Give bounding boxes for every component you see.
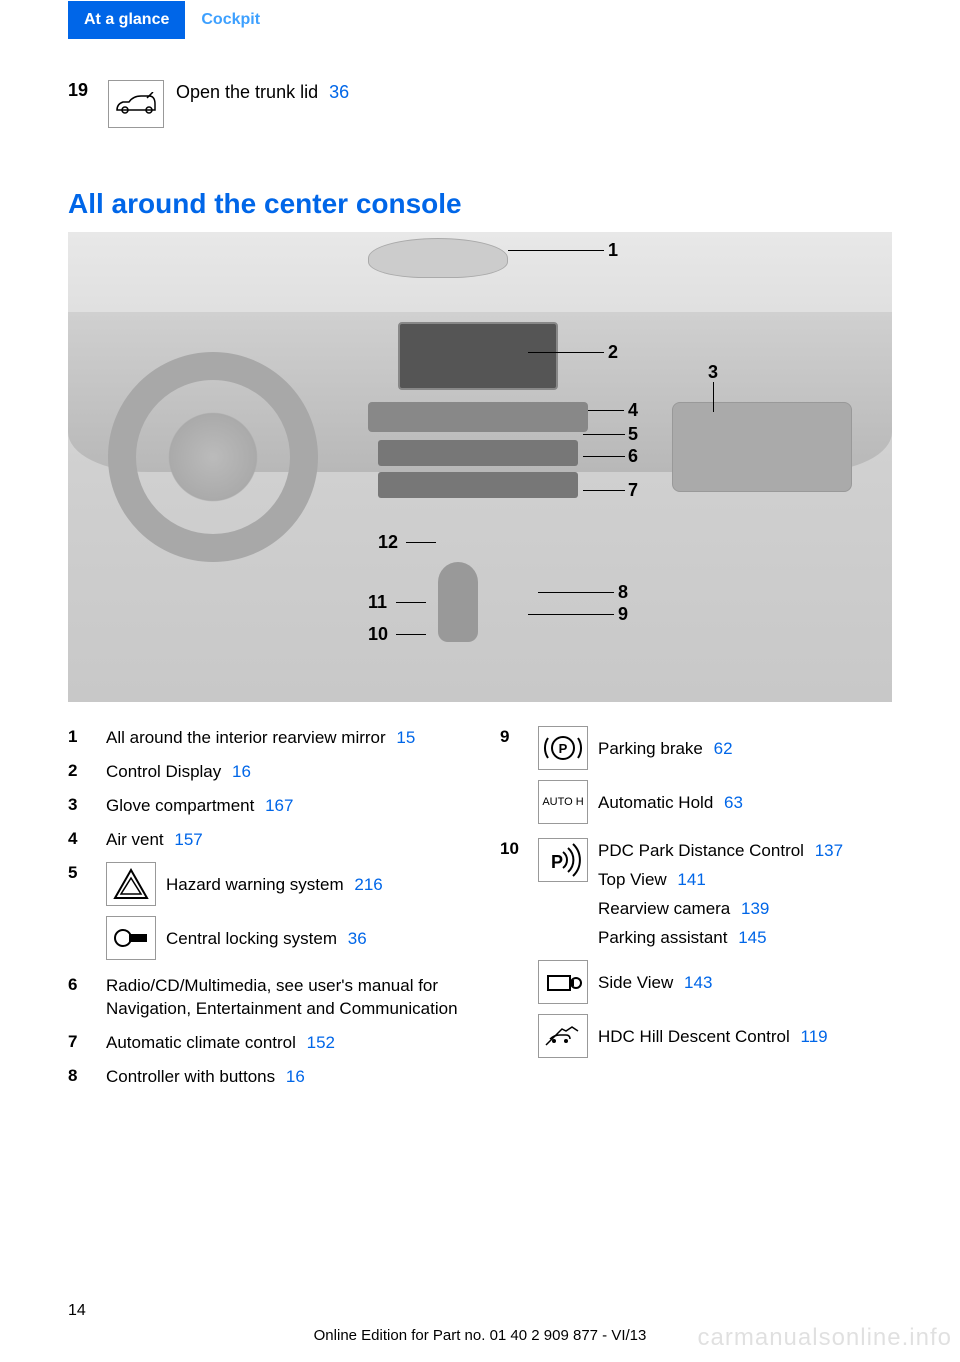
item-label: Rearview camera xyxy=(598,899,730,918)
page-reference[interactable]: 36 xyxy=(348,929,367,948)
callout-10: 10 xyxy=(368,624,388,645)
legend-right-column: 9 P Parking brake 62 AUTO H A xyxy=(500,726,892,1099)
item-number: 8 xyxy=(68,1065,96,1088)
item-label: Control Display xyxy=(106,762,221,781)
page-reference[interactable]: 143 xyxy=(684,973,712,992)
legend-item-10e: Side View 143 xyxy=(538,960,892,1004)
item-number: 9 xyxy=(500,726,528,749)
item-text: Open the trunk lid 36 xyxy=(176,80,349,103)
item-label: Automatic climate control xyxy=(106,1033,296,1052)
side-view-icon xyxy=(538,960,588,1004)
page-reference[interactable]: 145 xyxy=(738,928,766,947)
item-19-row: 19 Open the trunk lid 36 xyxy=(68,80,892,128)
item-label: Central locking system xyxy=(166,929,337,948)
item-label: Parking brake xyxy=(598,739,703,758)
legend-item-1: 1 All around the interior rearview mir­r… xyxy=(68,726,460,750)
item-number: 1 xyxy=(68,726,96,749)
item-label: Radio/CD/Multimedia, see user's manual f… xyxy=(106,976,458,1018)
legend-left-column: 1 All around the interior rearview mir­r… xyxy=(68,726,460,1099)
callout-1: 1 xyxy=(608,240,618,261)
svg-text:P: P xyxy=(559,741,568,756)
callout-12: 12 xyxy=(378,532,398,553)
hazard-warning-icon xyxy=(106,862,156,906)
page-reference[interactable]: 62 xyxy=(714,739,733,758)
trunk-icon xyxy=(108,80,164,128)
callout-3: 3 xyxy=(708,362,718,383)
legend-item-10: 10 P PDC Park Distance Control 137 xyxy=(500,838,892,950)
item-number: 5 xyxy=(68,862,96,885)
callout-6: 6 xyxy=(628,446,638,467)
item-number: 2 xyxy=(68,760,96,783)
page-reference[interactable]: 36 xyxy=(329,82,349,102)
svg-text:P: P xyxy=(551,852,563,872)
page-reference[interactable]: 216 xyxy=(354,875,382,894)
item-label: HDC Hill Descent Control xyxy=(598,1027,790,1046)
callout-11: 11 xyxy=(368,592,387,613)
page-content: 19 Open the trunk lid 36 All around the … xyxy=(0,40,960,1099)
watermark: carmanualsonline.info xyxy=(698,1324,952,1352)
legend-item-7: 7 Automatic climate control 152 xyxy=(68,1031,460,1055)
item-label: Top View xyxy=(598,870,667,889)
page-header: At a glance Cockpit xyxy=(0,0,960,40)
page-reference[interactable]: 137 xyxy=(815,841,843,860)
callout-5: 5 xyxy=(628,424,638,445)
item-label: Parking assistant xyxy=(598,928,727,947)
central-locking-icon xyxy=(106,916,156,960)
center-console-diagram: 1 2 3 4 5 6 7 8 9 12 11 10 xyxy=(68,232,892,702)
section-title: All around the center console xyxy=(68,188,892,220)
callout-4: 4 xyxy=(628,400,638,421)
legend-item-3: 3 Glove compartment 167 xyxy=(68,794,460,818)
page-number: 14 xyxy=(68,1302,86,1320)
item-number: 10 xyxy=(500,838,528,861)
legend-item-5: 5 Hazard warning system 216 xyxy=(68,862,460,906)
page-reference[interactable]: 16 xyxy=(286,1067,305,1086)
legend-item-6: 6 Radio/CD/Multimedia, see user's manual… xyxy=(68,974,460,1021)
item-number: 3 xyxy=(68,794,96,817)
hdc-icon xyxy=(538,1014,588,1058)
item-label: Side View xyxy=(598,973,673,992)
auto-hold-icon: AUTO H xyxy=(538,780,588,824)
legend-item-9b: AUTO H Automatic Hold 63 xyxy=(538,780,892,824)
item-label: PDC Park Distance Control xyxy=(598,841,804,860)
legend-item-5b: Central locking system 36 xyxy=(106,916,460,960)
pdc-icon: P xyxy=(538,838,588,882)
callout-2: 2 xyxy=(608,342,618,363)
item-label: Hazard warning system xyxy=(166,875,344,894)
page-reference[interactable]: 16 xyxy=(232,762,251,781)
header-tab: At a glance xyxy=(68,1,185,39)
item-label: Glove compartment xyxy=(106,796,254,815)
page-reference[interactable]: 152 xyxy=(307,1033,335,1052)
legend-item-2: 2 Control Display 16 xyxy=(68,760,460,784)
page-reference[interactable]: 167 xyxy=(265,796,293,815)
parking-brake-icon: P xyxy=(538,726,588,770)
page-reference[interactable]: 15 xyxy=(396,728,415,747)
item-number: 19 xyxy=(68,80,96,101)
item-label: Open the trunk lid xyxy=(176,82,318,102)
item-label: Controller with buttons xyxy=(106,1067,275,1086)
page-reference[interactable]: 141 xyxy=(677,870,705,889)
item-number: 4 xyxy=(68,828,96,851)
page-reference[interactable]: 157 xyxy=(174,830,202,849)
item-label: Automatic Hold xyxy=(598,793,713,812)
breadcrumb: Cockpit xyxy=(185,1,276,39)
legend-item-8: 8 Controller with buttons 16 xyxy=(68,1065,460,1089)
item-number: 7 xyxy=(68,1031,96,1054)
legend-item-10f: HDC Hill Descent Control 119 xyxy=(538,1014,892,1058)
item-label: All around the interior rearview mir­ror xyxy=(106,728,386,747)
legend-item-9: 9 P Parking brake 62 xyxy=(500,726,892,770)
page-reference[interactable]: 119 xyxy=(801,1027,828,1046)
item-number: 6 xyxy=(68,974,96,997)
legend-item-4: 4 Air vent 157 xyxy=(68,828,460,852)
item-label: Air vent xyxy=(106,830,164,849)
legend-columns: 1 All around the interior rearview mir­r… xyxy=(68,726,892,1099)
page-reference[interactable]: 63 xyxy=(724,793,743,812)
callout-7: 7 xyxy=(628,480,638,501)
callout-8: 8 xyxy=(618,582,628,603)
callout-9: 9 xyxy=(618,604,628,625)
page-reference[interactable]: 139 xyxy=(741,899,769,918)
